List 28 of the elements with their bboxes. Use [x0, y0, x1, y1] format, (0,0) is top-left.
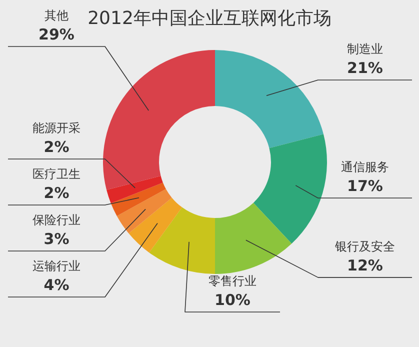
- data-label: 21%: [347, 59, 383, 77]
- donut-slice: [215, 202, 292, 274]
- slice-label: 能源开采: [32, 121, 80, 135]
- data-label: 29%: [38, 26, 74, 44]
- donut-slice: [110, 182, 166, 216]
- donut-slice: [106, 176, 163, 204]
- chart-title: 2012年中国企业互联网化市场: [88, 8, 332, 29]
- donut-slice: [149, 207, 215, 274]
- donut-slice: [116, 188, 172, 234]
- slice-label: 保险行业: [32, 213, 80, 227]
- slice-label: 其他: [44, 8, 68, 23]
- donut-slice: [215, 50, 324, 148]
- slice-label: 银行及安全: [334, 239, 395, 254]
- slice-label: 零售行业: [208, 274, 256, 288]
- data-label: 4%: [44, 276, 70, 294]
- data-label: 2%: [44, 138, 70, 156]
- donut-slice: [103, 50, 215, 190]
- data-label: 3%: [44, 230, 70, 248]
- slice-label: 医疗卫生: [32, 167, 80, 181]
- data-label: 17%: [347, 177, 383, 196]
- slice-label: 制造业: [347, 42, 383, 56]
- data-label: 2%: [44, 184, 70, 202]
- slice-label: 通信服务: [341, 160, 389, 174]
- donut-slice: [128, 198, 182, 253]
- donut-slice: [253, 134, 327, 244]
- data-label: 10%: [214, 291, 250, 309]
- data-label: 12%: [347, 256, 383, 274]
- slice-label: 运输行业: [32, 259, 80, 273]
